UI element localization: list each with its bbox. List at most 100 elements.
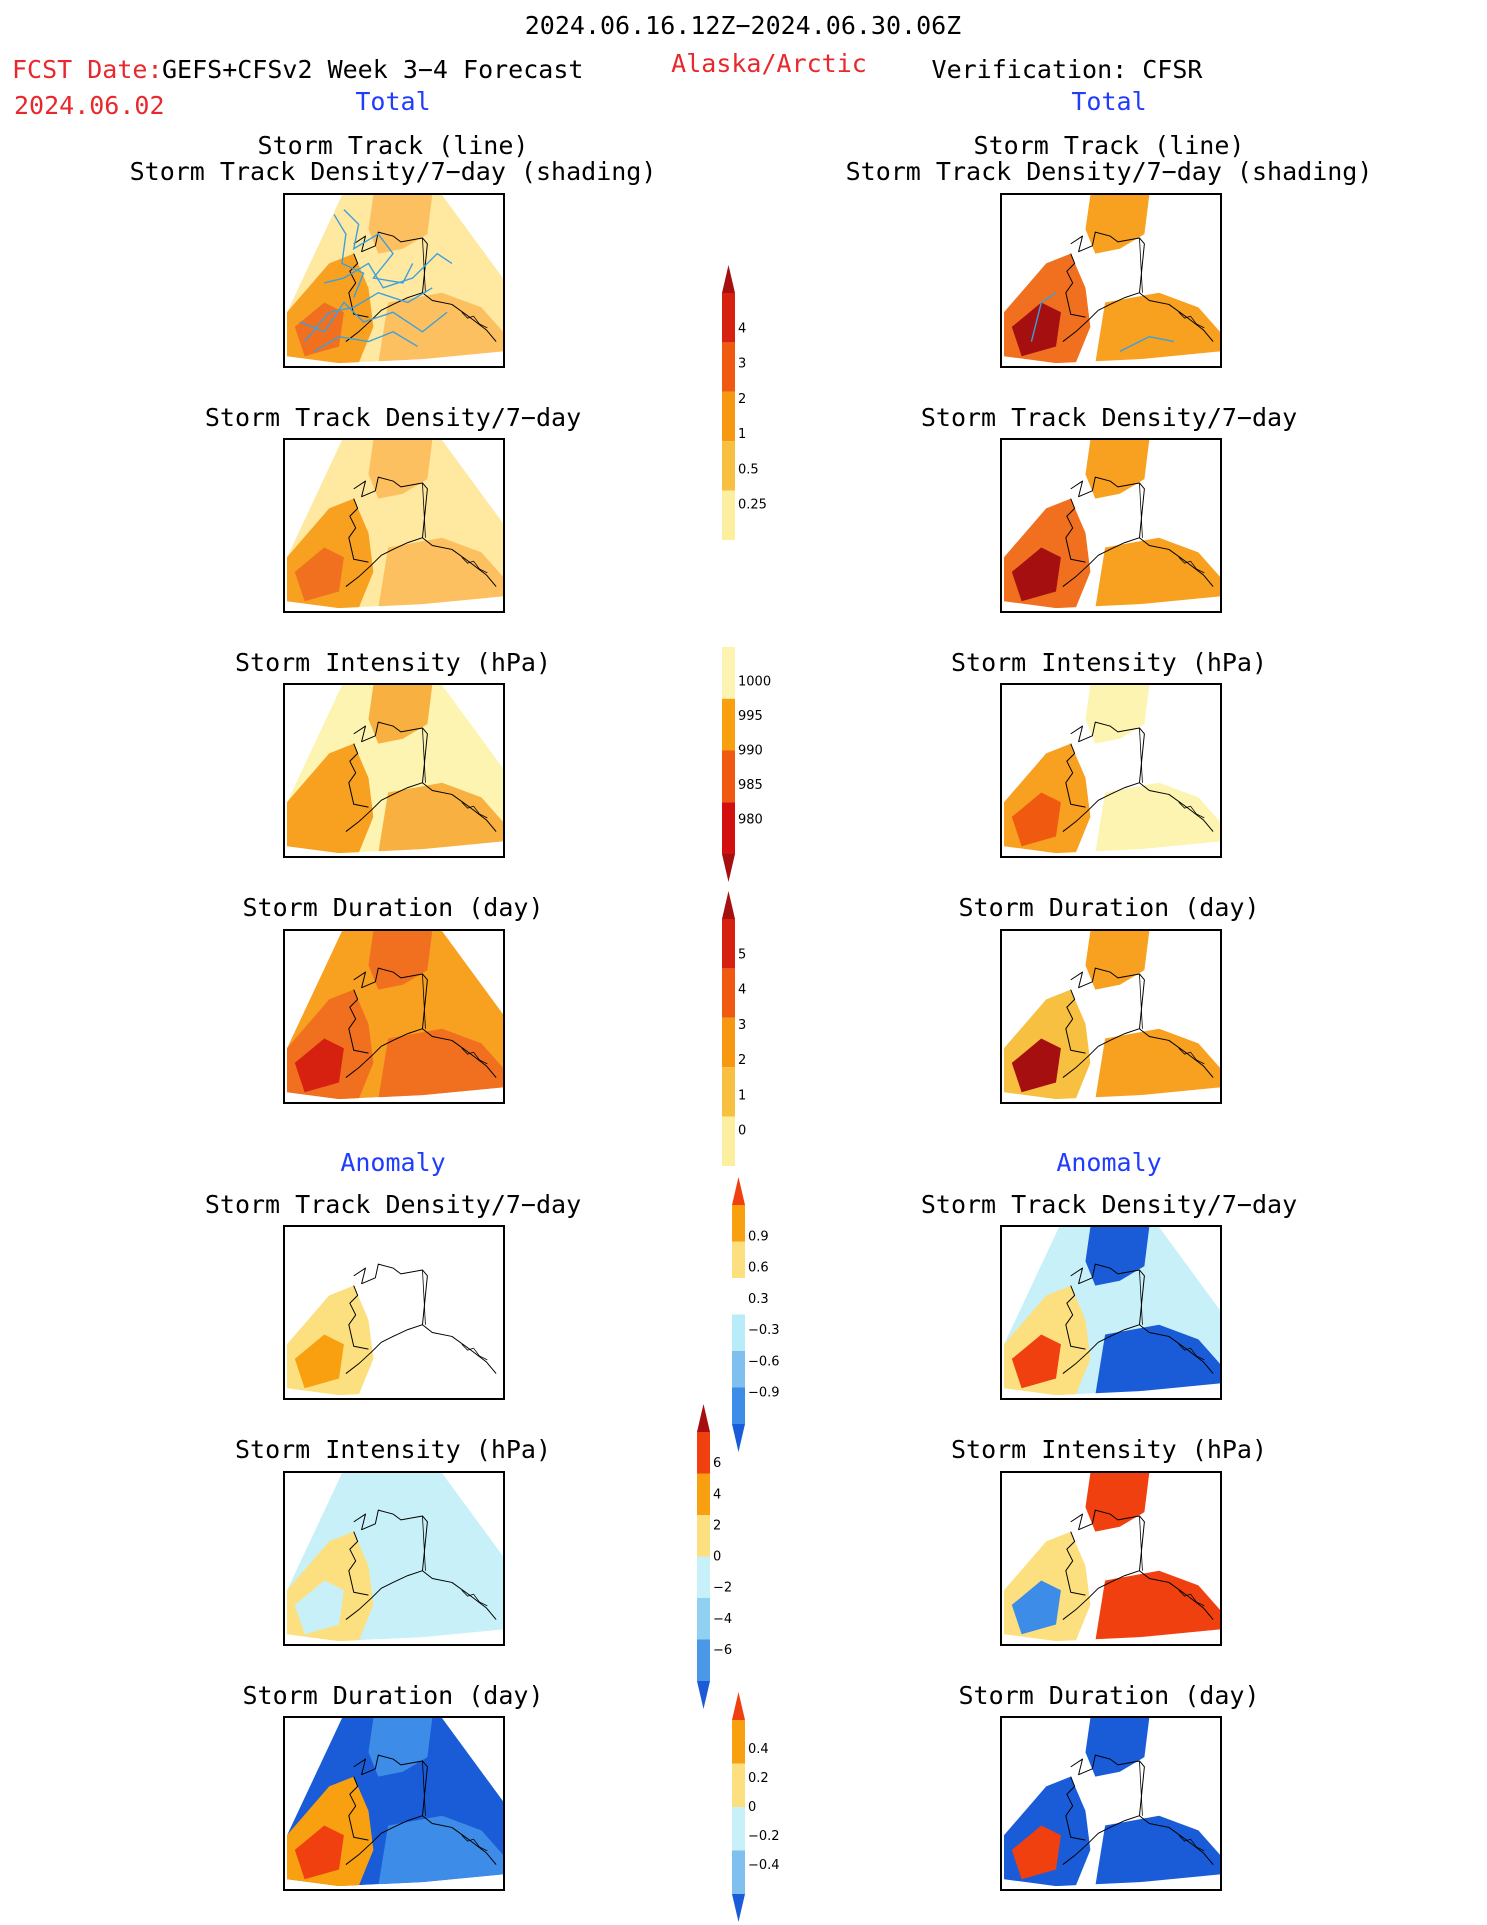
colorbar-label: 0.3 [748, 1292, 769, 1307]
colorbar-swatch [697, 1515, 710, 1557]
left-track-line-title: Storm Track (line) [257, 131, 529, 160]
colorbar-label: 0.6 [748, 1261, 769, 1276]
colorbar-label: −0.4 [748, 1858, 780, 1873]
right-intensity-title: Storm Intensity (hPa) [950, 648, 1268, 677]
map-right-anom-density [1000, 1225, 1222, 1400]
map-right-anom-duration [1000, 1716, 1222, 1891]
colorbar-swatch [732, 1314, 745, 1351]
colorbar-label: 4 [738, 321, 746, 336]
map-right-track [1000, 193, 1222, 368]
colorbar-label: 2 [713, 1518, 721, 1533]
colorbar-label: −6 [713, 1643, 732, 1658]
colorbar-anom-intensity: 6 4 2 0 −2 −4 −6 [697, 1404, 757, 1709]
right-density-title: Storm Track Density/7−day [920, 403, 1298, 432]
colorbar-label: 1000 [738, 675, 771, 690]
colorbar-label: 6 [713, 1456, 721, 1471]
map-left-anom-duration [283, 1716, 505, 1891]
map-canvas [1003, 1227, 1220, 1396]
coastline [1062, 1754, 1214, 1865]
map-canvas [286, 1227, 503, 1396]
fcst-date: 2024.06.02 [14, 91, 165, 120]
colorbar-swatch [722, 293, 735, 343]
colorbar-swatch [697, 1639, 710, 1681]
colorbar-label: −0.2 [748, 1829, 780, 1844]
colorbar-label: 0 [748, 1800, 756, 1815]
colorbar-label: 0.2 [748, 1771, 769, 1786]
colorbar-swatch [722, 1116, 735, 1166]
map-canvas [286, 931, 503, 1100]
model-label: GEFS+CFSv2 Week 3−4 Forecast [162, 55, 584, 84]
left-section-label: Total [355, 87, 431, 116]
colorbar-label: −0.9 [748, 1386, 780, 1401]
map-canvas [1003, 931, 1220, 1100]
coastline [345, 1509, 497, 1620]
map-canvas [1003, 1473, 1220, 1642]
colorbar-swatch [732, 1894, 745, 1922]
colorbar-swatch [722, 750, 735, 803]
map-left-density [283, 438, 505, 613]
verification-label: Verification: CFSR [931, 55, 1203, 84]
map-right-density [1000, 438, 1222, 613]
map-left-anom-intensity [283, 1471, 505, 1646]
colorbar-intensity: 1000 995 990 985 980 [722, 647, 782, 882]
colorbar-label: 985 [738, 778, 763, 793]
fcst-date-label: FCST Date: [12, 55, 163, 84]
colorbar-swatch [722, 854, 735, 882]
coastline [345, 1263, 497, 1374]
coastline [1062, 967, 1214, 1078]
colorbar-swatch [722, 968, 735, 1018]
map-left-duration [283, 929, 505, 1104]
colorbar-label: 2 [738, 1053, 746, 1068]
colorbar-density: 4 3 2 1 0.5 0.25 [722, 265, 782, 540]
colorbar-label: 0.4 [748, 1742, 769, 1757]
colorbar-label: 2 [738, 392, 746, 407]
left-intensity-title: Storm Intensity (hPa) [234, 648, 552, 677]
colorbar-swatch [722, 265, 735, 293]
map-canvas [286, 440, 503, 609]
left-density-title: Storm Track Density/7−day [204, 403, 582, 432]
colorbar-label: −0.6 [748, 1354, 780, 1369]
colorbar-swatch [732, 1720, 745, 1764]
colorbar-swatch [722, 1017, 735, 1068]
colorbar-label: 4 [738, 983, 746, 998]
colorbar-swatch [722, 441, 735, 491]
colorbar-swatch [722, 802, 735, 854]
left-track-shading-title: Storm Track Density/7−day (shading) [129, 157, 657, 186]
colorbar-label: 995 [738, 709, 763, 724]
colorbar-swatch [697, 1598, 710, 1640]
map-left-anom-density [283, 1225, 505, 1400]
coastline [1062, 1509, 1214, 1620]
left-anomaly-label: Anomaly [340, 1148, 446, 1177]
colorbar-swatch [732, 1387, 745, 1424]
colorbar-label: 3 [738, 357, 746, 372]
left-anom-duration-title: Storm Duration (day) [242, 1681, 544, 1710]
colorbar-label: 3 [738, 1018, 746, 1033]
colorbar-swatch [697, 1556, 710, 1598]
colorbar-swatch [732, 1241, 745, 1278]
map-canvas [1003, 1718, 1220, 1887]
coastline [345, 967, 497, 1078]
colorbar-label: 990 [738, 744, 763, 759]
colorbar-swatch [732, 1424, 745, 1452]
left-anom-density-title: Storm Track Density/7−day [204, 1190, 582, 1219]
colorbar-swatch [722, 490, 735, 540]
region-label: Alaska/Arctic [671, 49, 867, 78]
colorbar-swatch [722, 891, 735, 919]
map-canvas [286, 1473, 503, 1642]
storm-tracks [299, 209, 453, 352]
colorbar-swatch [732, 1351, 745, 1388]
right-anom-density-title: Storm Track Density/7−day [920, 1190, 1298, 1219]
colorbar-swatch [722, 342, 735, 392]
colorbar-label: −2 [713, 1581, 732, 1596]
colorbar-label: −4 [713, 1612, 732, 1627]
map-canvas [286, 1718, 503, 1887]
colorbar-swatch [732, 1177, 745, 1205]
period-title: 2024.06.16.12Z−2024.06.30.06Z [524, 11, 962, 40]
colorbar-label: 0 [713, 1550, 721, 1565]
right-duration-title: Storm Duration (day) [958, 893, 1260, 922]
map-canvas [1003, 440, 1220, 609]
right-anom-intensity-title: Storm Intensity (hPa) [950, 1435, 1268, 1464]
map-left-intensity [283, 683, 505, 858]
storm-tracks [1030, 292, 1174, 352]
right-track-line-title: Storm Track (line) [973, 131, 1245, 160]
